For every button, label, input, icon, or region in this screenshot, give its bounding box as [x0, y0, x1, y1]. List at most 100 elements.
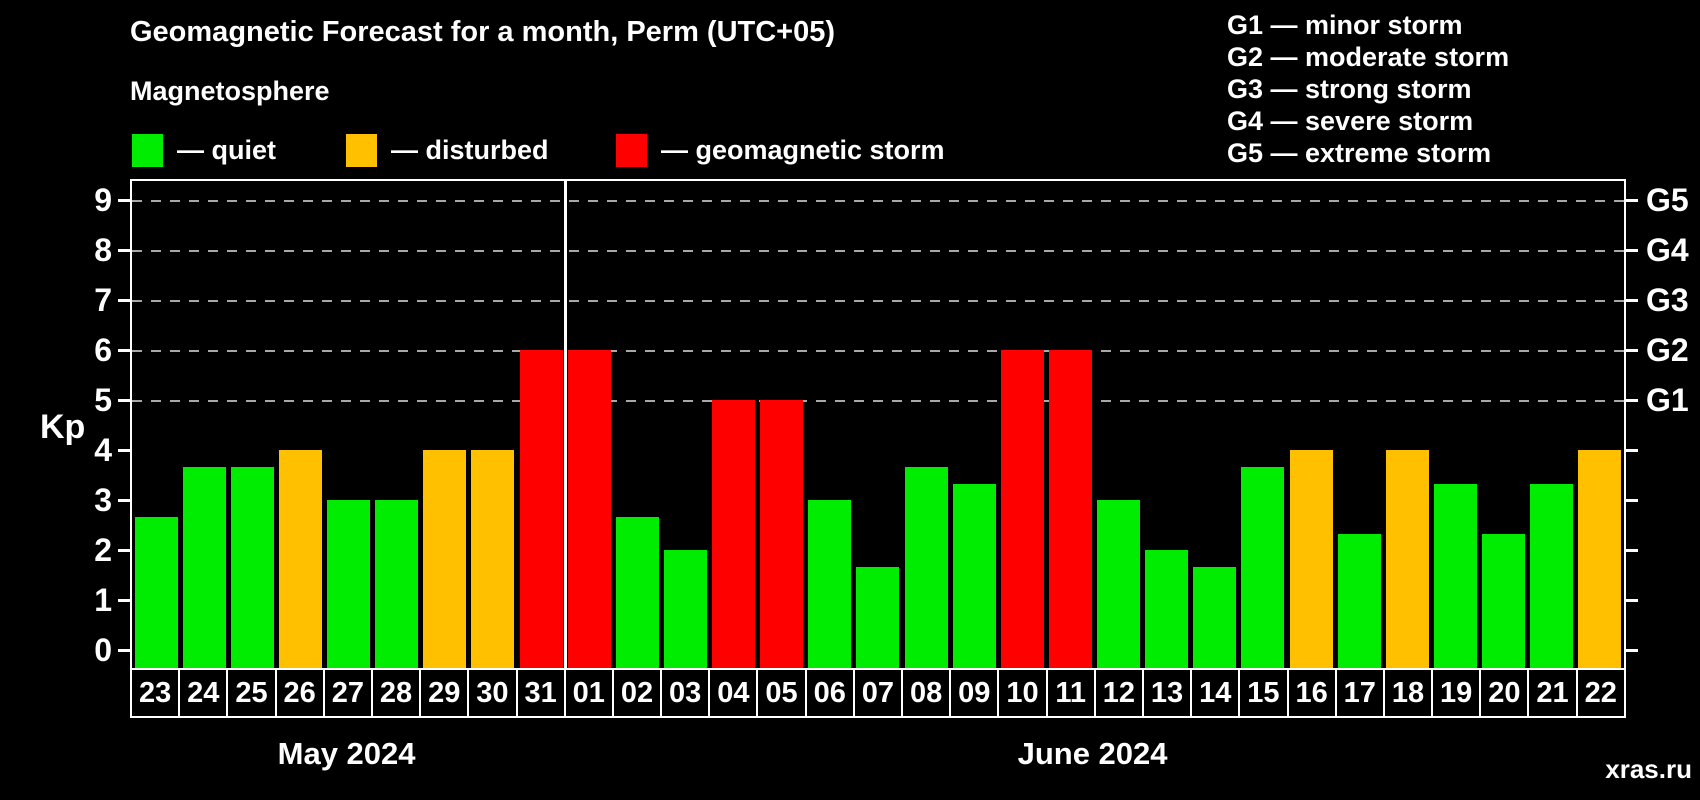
day-label-18: 18 — [1382, 668, 1434, 718]
month-label-june: June 2024 — [1017, 736, 1168, 771]
day-label-12: 12 — [1093, 668, 1144, 718]
right-axis-tick-9 — [1626, 199, 1638, 202]
storm-scale-line-g5: G5 — extreme storm — [1227, 138, 1492, 168]
month-separator — [563, 181, 567, 668]
storm-scale-line-g4: G4 — severe storm — [1227, 106, 1474, 136]
kp-bar-16 — [1289, 450, 1333, 668]
kp-bar-06 — [808, 500, 852, 668]
page-title: Geomagnetic Forecast for a month, Perm (… — [130, 16, 836, 48]
kp-bar-05 — [760, 400, 804, 668]
y-axis-label-1: 1 — [94, 582, 112, 618]
y-axis-label-5: 5 — [94, 382, 112, 418]
kp-bar-14 — [1193, 566, 1237, 668]
y-axis-tick-2 — [118, 549, 130, 552]
kp-bar-24 — [182, 466, 226, 668]
day-label-31: 31 — [515, 668, 566, 718]
gridline-kp-5 — [132, 400, 1624, 402]
storm-scale-line-g1: G1 — minor storm — [1227, 10, 1463, 40]
legend-item-quiet: — quiet — [132, 134, 276, 167]
y-axis-title: Kp — [40, 408, 86, 446]
x-axis-day-row: 23 24 25 26 27 28 29 30 31 01 02 03 04 05 06 07 08 09 10 11… — [130, 668, 1626, 718]
kp-bar-17 — [1337, 533, 1381, 668]
day-label-22: 22 — [1575, 668, 1626, 718]
right-axis-tick-4 — [1626, 449, 1638, 452]
right-axis-line — [1624, 179, 1626, 668]
right-axis-tick-5 — [1626, 399, 1638, 402]
y-axis-label-0: 0 — [94, 632, 112, 668]
right-axis-tick-3 — [1626, 499, 1638, 502]
g-level-label-g5: G5 — [1646, 182, 1689, 218]
gridline-kp-8 — [132, 250, 1624, 252]
gridline-kp-7 — [132, 300, 1624, 302]
y-axis-tick-8 — [118, 249, 130, 252]
y-axis-tick-6 — [118, 349, 130, 352]
day-label-01: 01 — [563, 668, 614, 718]
right-axis-tick-0 — [1626, 649, 1638, 652]
legend-item-disturbed: — disturbed — [346, 134, 549, 167]
plot-area — [132, 181, 1624, 668]
g-level-label-g4: G4 — [1646, 232, 1689, 268]
y-axis-tick-9 — [118, 199, 130, 202]
y-axis-label-9: 9 — [94, 182, 112, 218]
day-label-06: 06 — [804, 668, 855, 718]
plot-top-border — [130, 179, 1626, 181]
y-axis-tick-0 — [118, 649, 130, 652]
kp-bar-28 — [375, 500, 419, 668]
kp-bar-01 — [567, 350, 611, 668]
day-label-04: 04 — [708, 668, 759, 718]
day-label-29: 29 — [419, 668, 470, 718]
kp-bar-30 — [471, 450, 515, 668]
kp-bar-22 — [1578, 450, 1622, 668]
day-label-24: 24 — [178, 668, 229, 718]
chart-subtitle: Magnetosphere — [130, 76, 330, 106]
kp-bar-31 — [519, 350, 563, 668]
legend-label-quiet: — quiet — [177, 135, 276, 165]
gridline-kp-9 — [132, 200, 1624, 202]
legend-label-storm: — geomagnetic storm — [661, 135, 945, 165]
day-label-08: 08 — [901, 668, 952, 718]
day-label-17: 17 — [1334, 668, 1385, 718]
legend-item-storm: — geomagnetic storm — [616, 134, 945, 167]
storm-scale-legend: G1 — minor storm G2 — moderate storm G3 — … — [1227, 9, 1509, 169]
day-label-05: 05 — [756, 668, 807, 718]
storm-scale-line-g2: G2 — moderate storm — [1227, 42, 1510, 72]
g-level-label-g1: G1 — [1646, 382, 1689, 418]
day-label-25: 25 — [226, 668, 277, 718]
kp-bar-02 — [615, 516, 659, 668]
kp-bar-07 — [856, 566, 900, 668]
kp-bar-03 — [663, 550, 707, 668]
day-label-26: 26 — [274, 668, 325, 718]
day-label-10: 10 — [997, 668, 1048, 718]
day-label-14: 14 — [1190, 668, 1241, 718]
kp-bar-09 — [952, 483, 996, 668]
y-axis-tick-1 — [118, 599, 130, 602]
kp-bar-15 — [1241, 466, 1285, 668]
day-label-15: 15 — [1238, 668, 1289, 718]
kp-bar-21 — [1530, 483, 1574, 668]
legend-label-disturbed: — disturbed — [391, 135, 549, 165]
kp-bar-25 — [230, 466, 274, 668]
day-label-16: 16 — [1286, 668, 1337, 718]
gridline-kp-6 — [132, 350, 1624, 352]
day-label-27: 27 — [322, 668, 373, 718]
y-axis-label-4: 4 — [94, 432, 112, 468]
kp-bar-29 — [423, 450, 467, 668]
kp-bar-11 — [1048, 350, 1092, 668]
kp-bar-10 — [1000, 350, 1044, 668]
day-label-21: 21 — [1527, 668, 1578, 718]
watermark: xras.ru — [1605, 754, 1692, 784]
y-axis-tick-4 — [118, 449, 130, 452]
y-axis-label-6: 6 — [94, 332, 112, 368]
y-axis-line — [130, 179, 132, 668]
day-label-07: 07 — [852, 668, 903, 718]
y-axis-label-7: 7 — [94, 282, 112, 318]
kp-bar-04 — [712, 400, 756, 668]
kp-bar-12 — [1097, 500, 1141, 668]
day-label-02: 02 — [611, 668, 663, 718]
day-label-28: 28 — [370, 668, 422, 718]
month-label-may: May 2024 — [277, 736, 416, 771]
kp-bar-23 — [134, 516, 178, 668]
day-label-03: 03 — [660, 668, 711, 718]
kp-bar-26 — [278, 450, 322, 668]
